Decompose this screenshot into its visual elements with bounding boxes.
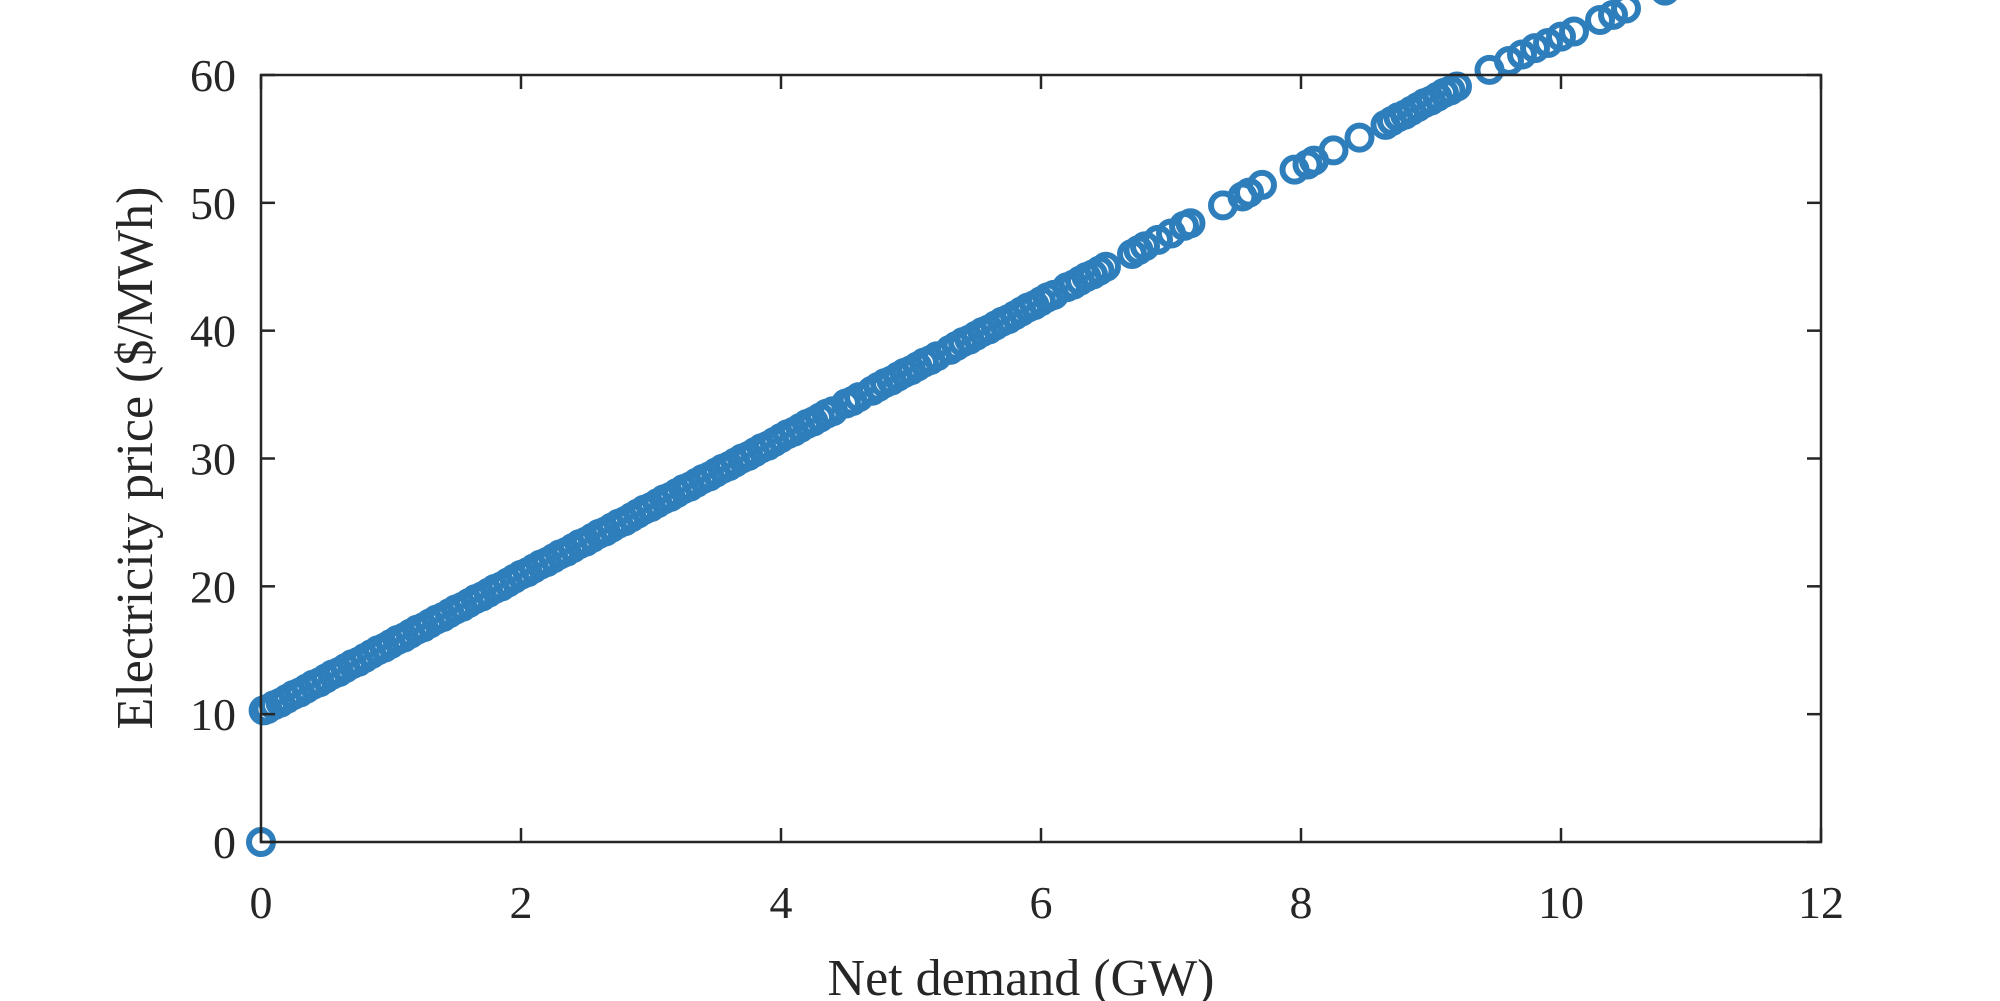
x-tick-label-5: 10 — [1538, 877, 1584, 928]
y-tick-label-4: 40 — [190, 306, 236, 357]
x-tick-label-4: 8 — [1290, 877, 1313, 928]
data-point-0-162 — [1559, 16, 1589, 47]
y-axis-label: Electricity price ($/MWh) — [107, 187, 164, 730]
y-tick-labels: 0 10 20 30 40 50 60 — [190, 50, 236, 868]
y-tick-label-5: 50 — [190, 178, 236, 229]
x-tick-label-2: 4 — [770, 877, 793, 928]
data-point-0-165 — [1611, 0, 1641, 24]
data-point-0-134 — [1175, 208, 1206, 239]
axis-ticks — [259, 73, 1823, 844]
x-tick-label-3: 6 — [1030, 877, 1053, 928]
x-tick-label-6: 12 — [1798, 877, 1844, 928]
y-tick-label-3: 30 — [190, 434, 236, 485]
x-axis-label: Net demand (GW) — [828, 950, 1215, 1001]
data-point-0-127 — [1091, 251, 1121, 282]
data-point-0-138 — [1247, 169, 1277, 200]
x-tick-labels: 0 2 4 6 8 10 12 — [250, 877, 1845, 928]
plot-frame — [259, 73, 1823, 844]
data-point-0-143 — [1344, 122, 1375, 153]
data-points — [246, 0, 1677, 857]
y-tick-label-1: 10 — [190, 689, 236, 740]
data-point-0-166 — [1653, 0, 1677, 6]
x-tick-label-0: 0 — [250, 877, 273, 928]
y-tick-label-2: 20 — [190, 561, 236, 612]
y-tick-label-0: 0 — [213, 817, 236, 868]
y-tick-label-6: 60 — [190, 50, 236, 101]
data-point-0-142 — [1318, 135, 1349, 166]
x-tick-label-1: 2 — [510, 877, 533, 928]
